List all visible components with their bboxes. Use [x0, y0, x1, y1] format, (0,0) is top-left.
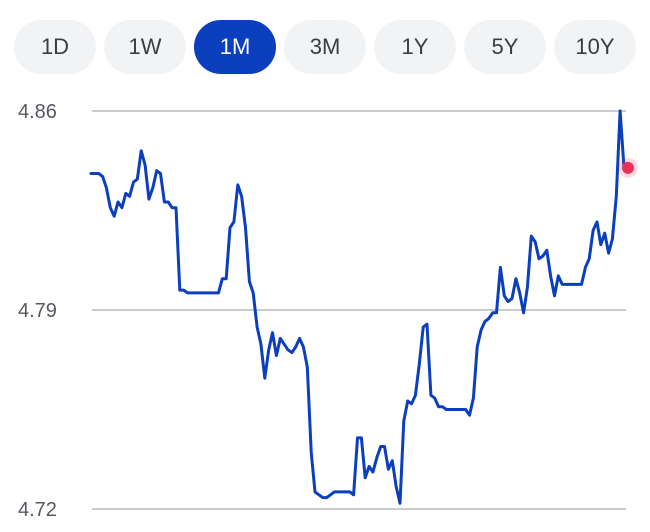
range-button-1w[interactable]: 1W — [104, 20, 186, 74]
y-tick-label: 4.86 — [18, 101, 57, 123]
range-button-10y[interactable]: 10Y — [554, 20, 636, 74]
last-price-marker — [622, 161, 634, 174]
gridlines — [92, 110, 626, 510]
y-axis-tick-labels: 4.86 4.79 4.72 — [18, 101, 57, 521]
range-button-1y[interactable]: 1Y — [374, 20, 456, 74]
time-range-selector: 1D 1W 1M 3M 1Y 5Y 10Y — [14, 20, 636, 74]
range-button-1d[interactable]: 1D — [14, 20, 96, 74]
y-tick-label: 4.79 — [18, 300, 57, 322]
range-button-3m[interactable]: 3M — [284, 20, 366, 74]
range-button-5y[interactable]: 5Y — [464, 20, 546, 74]
range-button-1m[interactable]: 1M — [194, 20, 276, 74]
price-series-line — [89, 109, 626, 505]
y-tick-label: 4.72 — [18, 499, 57, 521]
